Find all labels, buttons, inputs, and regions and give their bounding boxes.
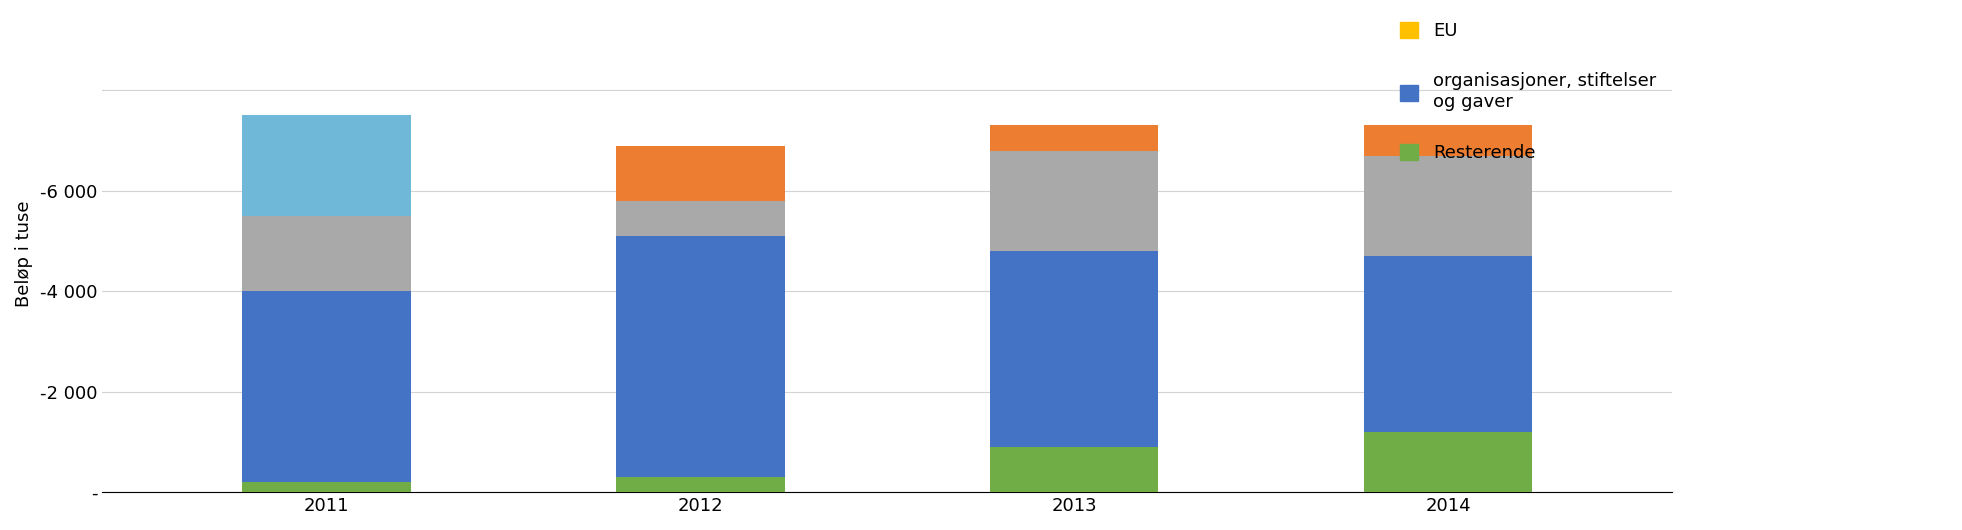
Bar (1364, 432, 1532, 492)
Bar (243, 292, 410, 482)
Bar (616, 477, 785, 492)
Bar (616, 201, 785, 236)
Bar (991, 151, 1158, 251)
Bar (616, 146, 785, 201)
Y-axis label: Beløp i tuse: Beløp i tuse (16, 200, 33, 307)
Bar (991, 126, 1158, 151)
Bar (991, 251, 1158, 447)
Bar (243, 116, 410, 216)
Bar (1364, 126, 1532, 156)
Bar (991, 447, 1158, 492)
Bar (243, 482, 410, 492)
Bar (1364, 156, 1532, 256)
Bar (243, 216, 410, 292)
Legend: EU, organisasjoner, stiftelser
og gaver, Resterende: EU, organisasjoner, stiftelser og gaver,… (1393, 14, 1664, 169)
Bar (1364, 256, 1532, 432)
Bar (616, 236, 785, 477)
